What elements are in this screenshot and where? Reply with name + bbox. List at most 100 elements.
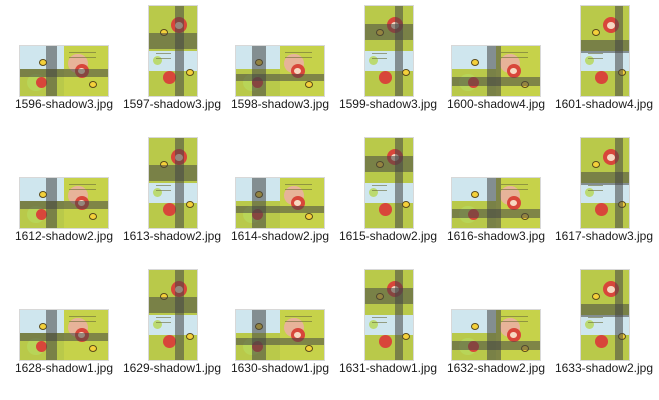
bee-figure xyxy=(186,69,195,76)
file-item[interactable]: 1631-shadow1.jpg xyxy=(334,264,442,394)
red-hood-figure xyxy=(595,70,609,84)
shadow-band-horizontal xyxy=(236,73,324,81)
thumbnail-text-lines xyxy=(372,316,387,323)
bee-figure xyxy=(88,81,97,88)
shadow-band-vertical xyxy=(394,6,404,96)
image-thumbnail xyxy=(20,178,108,228)
shadow-band-horizontal xyxy=(236,337,324,345)
image-thumbnail xyxy=(236,310,324,360)
file-item[interactable]: 1612-shadow2.jpg xyxy=(10,132,118,262)
image-thumbnail xyxy=(581,270,629,360)
red-hood-figure xyxy=(35,77,48,89)
image-thumbnail xyxy=(20,46,108,96)
shadow-band-horizontal xyxy=(365,156,413,173)
thumbnail-text-lines xyxy=(501,52,528,58)
image-thumbnail xyxy=(365,138,413,228)
red-hood-figure xyxy=(35,209,48,221)
shadow-band-horizontal xyxy=(365,24,413,41)
shadow-band-vertical xyxy=(251,178,266,228)
file-name-label: 1612-shadow2.jpg xyxy=(14,229,114,243)
file-item[interactable]: 1613-shadow2.jpg xyxy=(118,132,226,262)
file-name-label: 1616-shadow3.jpg xyxy=(446,229,546,243)
red-hood-face xyxy=(510,199,518,206)
file-item[interactable]: 1628-shadow1.jpg xyxy=(10,264,118,394)
red-hood-face xyxy=(294,67,302,74)
image-thumbnail xyxy=(236,46,324,96)
red-hood-figure xyxy=(595,202,609,216)
thumbnail-sky xyxy=(149,183,197,203)
image-thumbnail xyxy=(365,6,413,96)
thumbnail-green-circle xyxy=(152,319,163,330)
thumbnail-text-lines xyxy=(501,316,528,322)
red-hood-figure xyxy=(379,202,393,216)
file-item[interactable]: 1629-shadow1.jpg xyxy=(118,264,226,394)
thumbnail-text-lines xyxy=(372,184,387,191)
red-hood-face xyxy=(606,21,615,29)
shadow-band-vertical xyxy=(175,138,184,228)
thumbnail-text-lines xyxy=(69,184,96,190)
file-item[interactable]: 1599-shadow3.jpg xyxy=(334,0,442,130)
bee-figure xyxy=(186,333,195,340)
thumbnail-green-circle xyxy=(368,55,379,66)
file-item[interactable]: 1615-shadow2.jpg xyxy=(334,132,442,262)
file-name-label: 1599-shadow3.jpg xyxy=(338,97,438,111)
file-item[interactable]: 1616-shadow3.jpg xyxy=(442,132,550,262)
bee-figure xyxy=(402,69,411,76)
shadow-band-vertical xyxy=(175,6,184,96)
thumbnail-green-circle xyxy=(152,55,163,66)
file-item[interactable]: 1598-shadow3.jpg xyxy=(226,0,334,130)
thumbnail-green-circle xyxy=(152,187,163,198)
image-thumbnail xyxy=(236,178,324,228)
file-item[interactable]: 1597-shadow3.jpg xyxy=(118,0,226,130)
file-item[interactable]: 1614-shadow2.jpg xyxy=(226,132,334,262)
file-name-label: 1633-shadow2.jpg xyxy=(554,361,654,375)
file-name-label: 1631-shadow1.jpg xyxy=(338,361,438,375)
image-thumbnail xyxy=(149,6,197,96)
red-hood-figure xyxy=(163,334,177,348)
shadow-band-vertical xyxy=(46,46,57,96)
bee-figure xyxy=(304,81,313,88)
shadow-band-vertical xyxy=(487,310,502,360)
bee-figure xyxy=(591,28,600,36)
shadow-band-vertical xyxy=(614,138,624,228)
file-item[interactable]: 1600-shadow4.jpg xyxy=(442,0,550,130)
file-name-label: 1601-shadow4.jpg xyxy=(554,97,654,111)
red-hood-face xyxy=(294,331,302,338)
file-item[interactable]: 1596-shadow3.jpg xyxy=(10,0,118,130)
shadow-band-vertical xyxy=(46,310,57,360)
shadow-band-horizontal xyxy=(236,205,324,213)
thumbnail-green-circle xyxy=(584,55,595,66)
bee-figure xyxy=(591,292,600,300)
file-item[interactable]: 1630-shadow1.jpg xyxy=(226,264,334,394)
bee-figure xyxy=(471,58,480,66)
thumbnail-text-lines xyxy=(156,52,171,59)
file-name-label: 1614-shadow2.jpg xyxy=(230,229,330,243)
shadow-band-vertical xyxy=(46,178,57,228)
bee-figure xyxy=(88,213,97,220)
shadow-band-horizontal xyxy=(365,288,413,305)
thumbnail-text-lines xyxy=(69,316,96,322)
file-item[interactable]: 1617-shadow3.jpg xyxy=(550,132,658,262)
file-name-label: 1613-shadow2.jpg xyxy=(122,229,222,243)
thumbnail-text-lines xyxy=(285,316,312,322)
file-item[interactable]: 1632-shadow2.jpg xyxy=(442,264,550,394)
file-item[interactable]: 1601-shadow4.jpg xyxy=(550,0,658,130)
shadow-band-vertical xyxy=(614,6,624,96)
file-name-label: 1596-shadow3.jpg xyxy=(14,97,114,111)
red-hood-figure xyxy=(595,334,609,348)
red-hood-face xyxy=(294,199,302,206)
thumbnail-text-lines xyxy=(588,52,603,59)
shadow-band-horizontal xyxy=(20,332,108,341)
file-name-label: 1617-shadow3.jpg xyxy=(554,229,654,243)
file-item[interactable]: 1633-shadow2.jpg xyxy=(550,264,658,394)
file-name-label: 1630-shadow1.jpg xyxy=(230,361,330,375)
red-hood-figure xyxy=(163,202,177,216)
bee-figure xyxy=(402,333,411,340)
shadow-band-horizontal xyxy=(149,33,197,50)
image-thumbnail xyxy=(452,46,540,96)
file-name-label: 1600-shadow4.jpg xyxy=(446,97,546,111)
file-name-label: 1628-shadow1.jpg xyxy=(14,361,114,375)
bee-figure xyxy=(304,345,313,352)
shadow-band-horizontal xyxy=(20,68,108,77)
red-hood-face xyxy=(510,67,518,74)
